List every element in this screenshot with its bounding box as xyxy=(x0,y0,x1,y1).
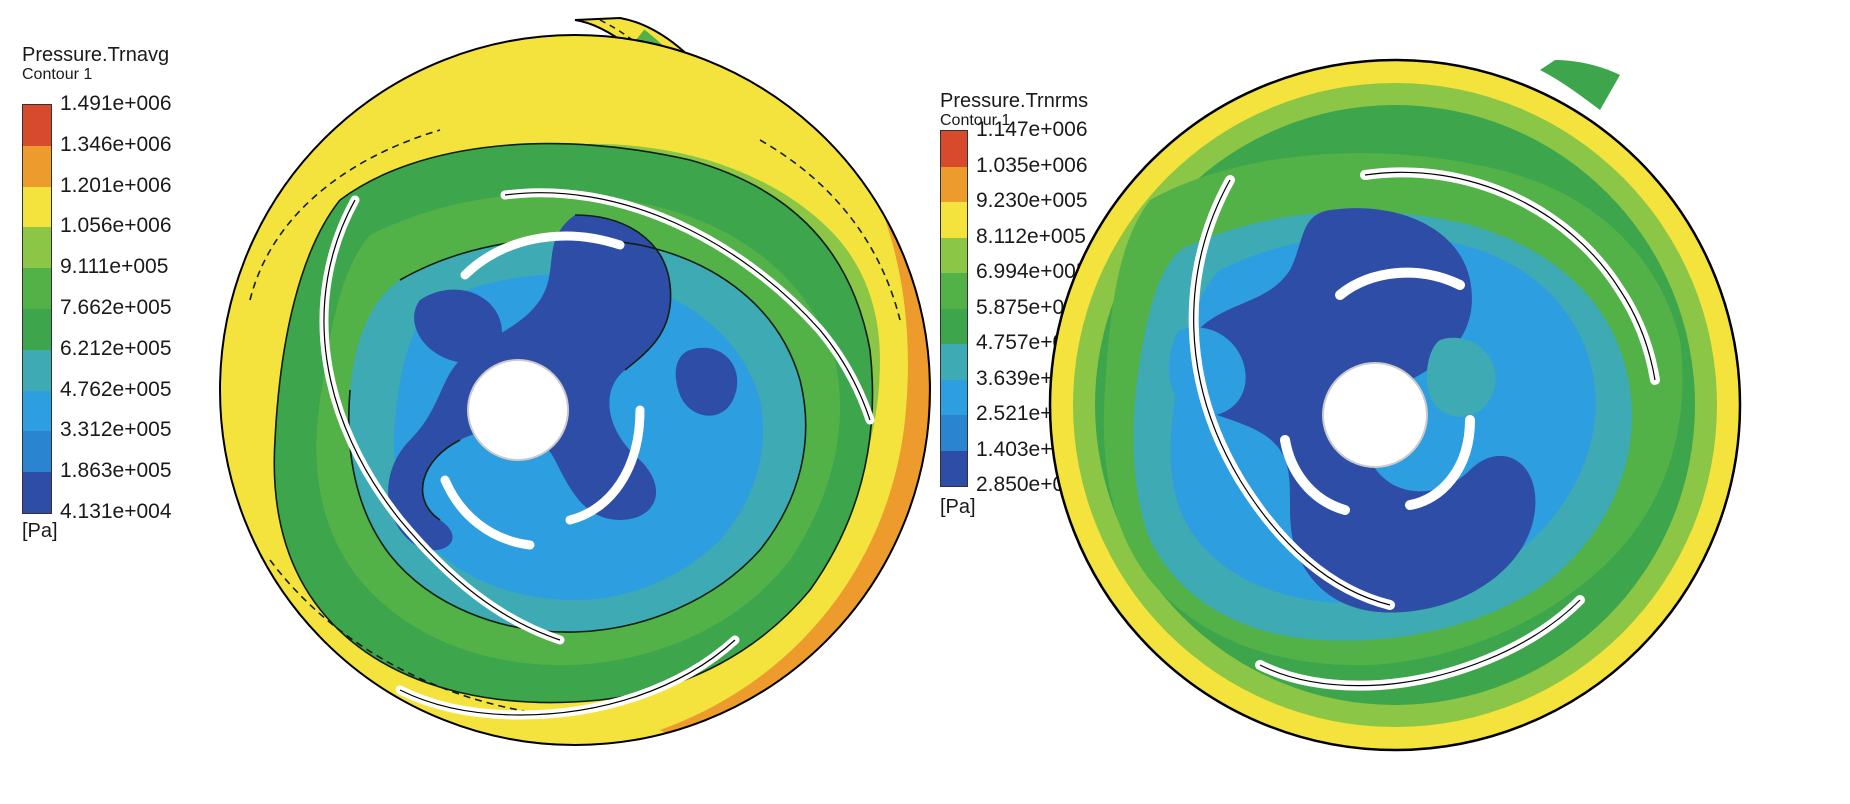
legend-tick-label: 1.035e+006 xyxy=(976,153,1088,177)
legend-subtitle: Contour 1 xyxy=(940,112,1011,129)
casing-outline-left xyxy=(219,34,931,746)
legend-unit: [Pa] xyxy=(22,520,58,542)
legend-title: Pressure.Trnrms xyxy=(940,90,1089,112)
color-band xyxy=(23,186,51,228)
legend-trnavg: Pressure.Trnavg Contour 1 1.491e+006 1.34… xyxy=(22,44,172,542)
legend-title: Pressure.Trnavg xyxy=(22,44,170,66)
legend-subtitle: Contour 1 xyxy=(22,66,93,83)
legend-tick-label: 5.875e+005 xyxy=(976,295,1088,319)
legend-tick-label: 1.346e+006 xyxy=(60,132,172,156)
legend-tick-label: 4.131e+004 xyxy=(60,500,172,523)
legend-unit: [Pa] xyxy=(940,496,976,518)
contour-lines-left xyxy=(249,129,901,716)
legend-tick-label: 1.147e+006 xyxy=(976,118,1088,141)
legend-tick-label: 9.230e+005 xyxy=(976,189,1088,212)
color-band xyxy=(941,308,967,344)
color-band xyxy=(941,237,967,273)
legend-tick-label: 1.863e+005 xyxy=(60,459,172,483)
color-band xyxy=(23,145,51,187)
volute-outlet-right xyxy=(1540,60,1620,110)
color-band xyxy=(941,131,967,167)
color-band xyxy=(941,166,967,202)
color-band xyxy=(23,268,51,309)
color-band xyxy=(23,431,51,473)
color-band xyxy=(23,472,51,513)
legend-tick-label: 1.201e+006 xyxy=(60,173,172,197)
hub-left xyxy=(467,359,569,461)
legend-tick-label: 8.112e+005 xyxy=(976,224,1086,248)
color-band xyxy=(941,450,967,486)
color-bar xyxy=(22,104,52,514)
legend-tick-label: 3.312e+005 xyxy=(60,418,172,442)
color-band xyxy=(23,308,51,350)
color-band xyxy=(941,344,967,380)
casing-outline-right xyxy=(1048,58,1742,752)
color-band xyxy=(941,273,967,309)
color-band xyxy=(941,379,967,415)
color-band xyxy=(23,349,51,391)
color-bar xyxy=(940,130,968,487)
legend-tick-label: 1.491e+006 xyxy=(60,92,172,115)
legend-tick-label: 6.994e+005 xyxy=(976,260,1088,283)
color-band xyxy=(23,390,51,432)
color-band xyxy=(23,105,51,146)
legend-tick-label: 1.056e+006 xyxy=(60,214,172,238)
color-band xyxy=(23,227,51,269)
legend-tick-label: 4.762e+005 xyxy=(60,377,172,401)
legend-trnrms: Pressure.Trnrms Contour 1 1.147e+006 1.03… xyxy=(940,90,1089,518)
legend-tick-label: 6.212e+005 xyxy=(60,336,172,360)
hub-right xyxy=(1322,362,1428,468)
legend-tick-label: 7.662e+005 xyxy=(60,296,172,319)
high-pressure-band-left xyxy=(660,130,930,740)
legend-tick-label: 9.111e+005 xyxy=(60,255,169,279)
color-band xyxy=(941,202,967,238)
color-band xyxy=(941,415,967,451)
